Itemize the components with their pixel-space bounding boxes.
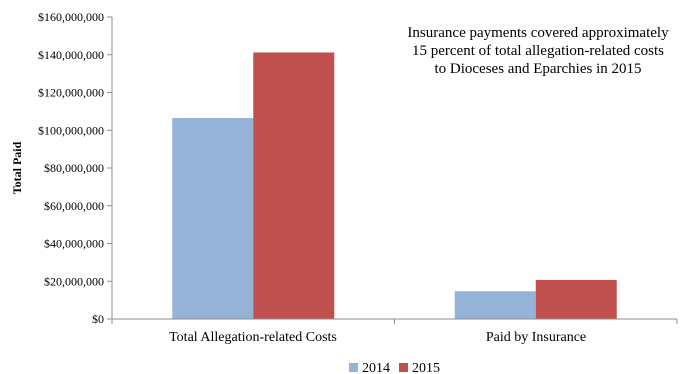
y-tick-label: $40,000,000 — [44, 237, 104, 251]
bar-2015-paid-by-insurance — [535, 279, 617, 319]
legend-label-2015: 2015 — [412, 361, 440, 374]
bar-2015-total-costs — [253, 52, 335, 320]
annotation-line-1: Insurance payments covered approximately — [407, 25, 669, 41]
legend: 2014 2015 — [349, 361, 440, 374]
legend-swatch-2015 — [399, 363, 408, 372]
x-axis-ticks — [111, 319, 678, 324]
y-tick-label: $0 — [92, 312, 104, 326]
y-tick-label: $100,000,000 — [38, 123, 104, 137]
y-tick-label: $60,000,000 — [44, 199, 104, 213]
annotation-line-2: 15 percent of total allegation-related c… — [412, 43, 664, 59]
y-axis-label: Total Paid — [10, 141, 24, 194]
legend-swatch-2014 — [349, 363, 358, 372]
bar-2014-paid-by-insurance — [454, 291, 536, 319]
y-tick-label: $140,000,000 — [38, 48, 104, 62]
category-label-insurance: Paid by Insurance — [486, 330, 586, 345]
y-tick-label: $20,000,000 — [44, 274, 104, 288]
legend-label-2014: 2014 — [362, 361, 390, 374]
y-tick-label: $120,000,000 — [38, 86, 104, 100]
annotation-line-3: to Dioceses and Eparchies in 2015 — [434, 61, 641, 77]
bars — [172, 52, 617, 320]
y-tick-label: $160,000,000 — [38, 10, 104, 24]
y-tick-label: $80,000,000 — [44, 161, 104, 175]
bar-2014-total-costs — [172, 117, 254, 319]
category-label-total: Total Allegation-related Costs — [169, 330, 337, 345]
y-axis-ticks: $0 $20,000,000 $40,000,000 $60,000,000 $80,0… — [38, 10, 112, 326]
